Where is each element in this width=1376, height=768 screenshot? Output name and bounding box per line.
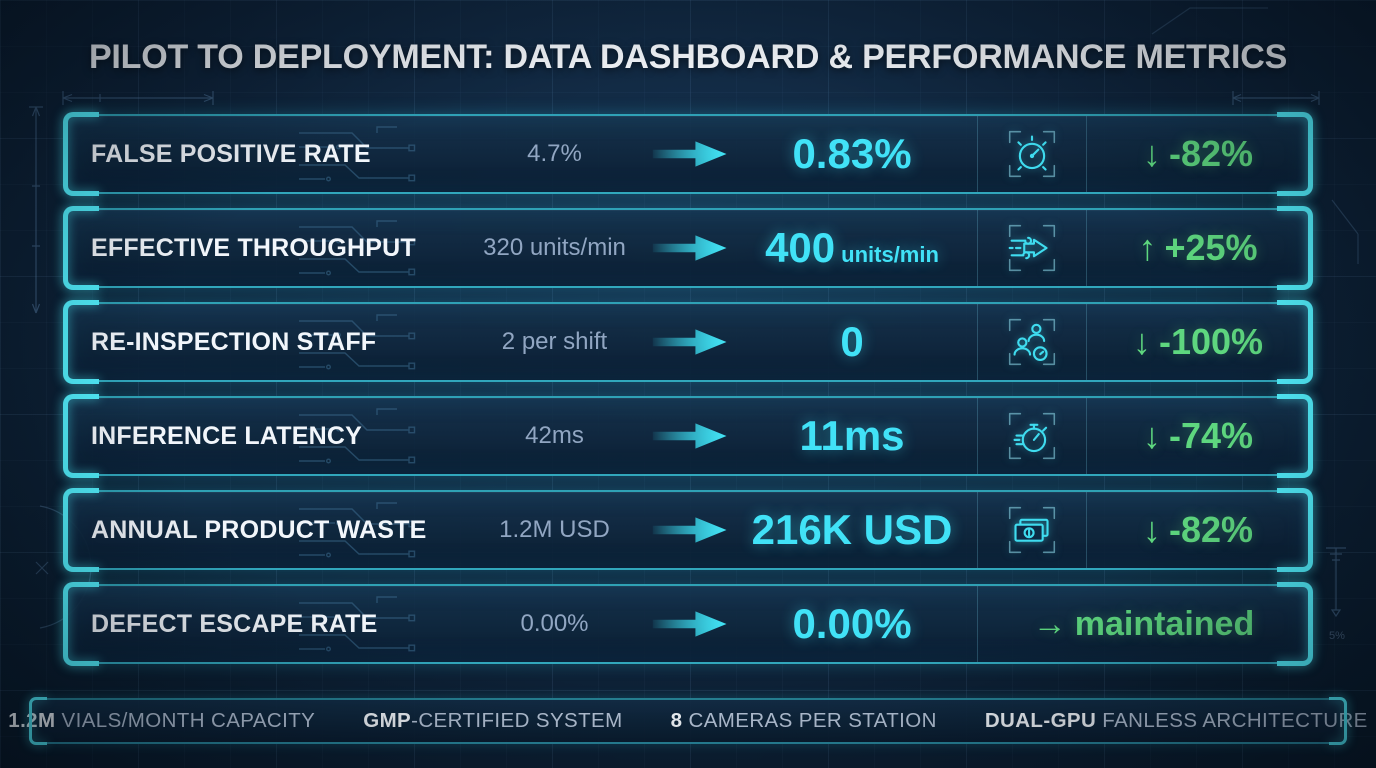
transition-arrow <box>652 327 727 357</box>
metric-icon-cell <box>977 116 1087 192</box>
footer-stat-gpu: DUAL-GPU FANLESS ARCHITECTURE <box>984 709 1368 732</box>
metric-row-annual-product-waste: ANNUAL PRODUCT WASTE 1.2M USD 216K USD ↓… <box>63 488 1313 572</box>
metric-change: ↓ -100% <box>1132 321 1264 362</box>
transition-arrow <box>652 609 727 639</box>
metric-change: ↑ +25% <box>1138 227 1258 268</box>
right-arrow-glyph-icon: → <box>1032 604 1067 643</box>
right-arrow-icon <box>652 235 727 261</box>
right-arrow-icon <box>652 141 727 167</box>
down-arrow-icon: ↓ <box>1142 133 1161 174</box>
transition-arrow <box>652 139 727 169</box>
down-arrow-icon: ↓ <box>1142 509 1161 550</box>
up-arrow-icon: ↑ <box>1138 227 1157 268</box>
transition-arrow <box>652 515 727 545</box>
metric-before-value: 1.2M USD <box>499 516 610 543</box>
metric-label: INFERENCE LATENCY <box>91 421 363 450</box>
metric-row-re-inspection-staff: RE-INSPECTION STAFF 2 per shift 0 ↓ -100% <box>63 300 1313 384</box>
metric-row-inference-latency: INFERENCE LATENCY 42ms 11ms ↓ -74% <box>63 394 1313 478</box>
metric-row-effective-throughput: EFFECTIVE THROUGHPUT 320 units/min 400 un… <box>63 206 1313 290</box>
metric-icon-cell <box>977 210 1087 286</box>
metric-after-unit: units/min <box>841 242 939 267</box>
metric-label: ANNUAL PRODUCT WASTE <box>91 515 427 544</box>
stopwatch-icon <box>1008 412 1056 460</box>
gauge-target-icon <box>1008 130 1056 178</box>
metric-after-value: 0.83% <box>792 130 912 177</box>
money-bill-icon <box>1008 506 1056 554</box>
metric-after-value: 11ms <box>799 412 905 459</box>
footer-stat-gmp: GMP-CERTIFIED SYSTEM <box>363 709 623 732</box>
metric-change: ↓ -82% <box>1142 509 1254 550</box>
metric-change: ↓ -74% <box>1142 415 1254 456</box>
metric-label: FALSE POSITIVE RATE <box>91 139 371 168</box>
metric-before-value: 0.00% <box>520 610 589 637</box>
right-arrow-icon <box>652 611 727 637</box>
metric-icon-cell <box>977 492 1087 568</box>
metric-after-value: 0.00% <box>792 600 912 647</box>
metrics-panel: FALSE POSITIVE RATE 4.7% 0.83% ↓ -82% EFF… <box>63 112 1313 666</box>
right-arrow-icon <box>652 423 727 449</box>
metric-icon-cell <box>977 398 1087 474</box>
page-title: PILOT TO DEPLOYMENT: DATA DASHBOARD & PE… <box>88 38 1288 76</box>
metric-before-value: 4.7% <box>527 140 582 167</box>
flow-arrow-icon <box>1008 224 1056 272</box>
metric-label: RE-INSPECTION STAFF <box>91 327 377 356</box>
metric-after-value: 400 units/min <box>765 224 939 271</box>
transition-arrow <box>652 421 727 451</box>
metric-label: DEFECT ESCAPE RATE <box>91 609 378 638</box>
metric-change: ↓ -82% <box>1142 133 1254 174</box>
metric-icon-cell <box>977 304 1087 380</box>
right-arrow-icon <box>652 517 727 543</box>
metric-row-defect-escape-rate: DEFECT ESCAPE RATE 0.00% 0.00% → maintain… <box>63 582 1313 666</box>
metric-row-false-positive-rate: FALSE POSITIVE RATE 4.7% 0.83% ↓ -82% <box>63 112 1313 196</box>
metric-before-value: 320 units/min <box>483 234 626 261</box>
footer-stats-bar: 1.2M VIALS/MONTH CAPACITY GMP-CERTIFIED … <box>8 697 1367 745</box>
down-arrow-icon: ↓ <box>1132 321 1151 362</box>
staff-clock-icon <box>1008 318 1056 366</box>
down-arrow-icon: ↓ <box>1142 415 1161 456</box>
footer-stat-cameras: 8 CAMERAS PER STATION <box>670 709 937 732</box>
metric-before-value: 42ms <box>525 422 584 449</box>
metric-after-value: 0 <box>840 318 864 365</box>
metric-before-value: 2 per shift <box>501 328 608 355</box>
footer-stat-capacity: 1.2M VIALS/MONTH CAPACITY <box>8 709 316 732</box>
metric-after-value: 216K USD <box>751 506 953 553</box>
metric-change: → maintained <box>977 586 1309 662</box>
right-arrow-icon <box>652 329 727 355</box>
transition-arrow <box>652 233 727 263</box>
metric-label: EFFECTIVE THROUGHPUT <box>91 233 416 262</box>
